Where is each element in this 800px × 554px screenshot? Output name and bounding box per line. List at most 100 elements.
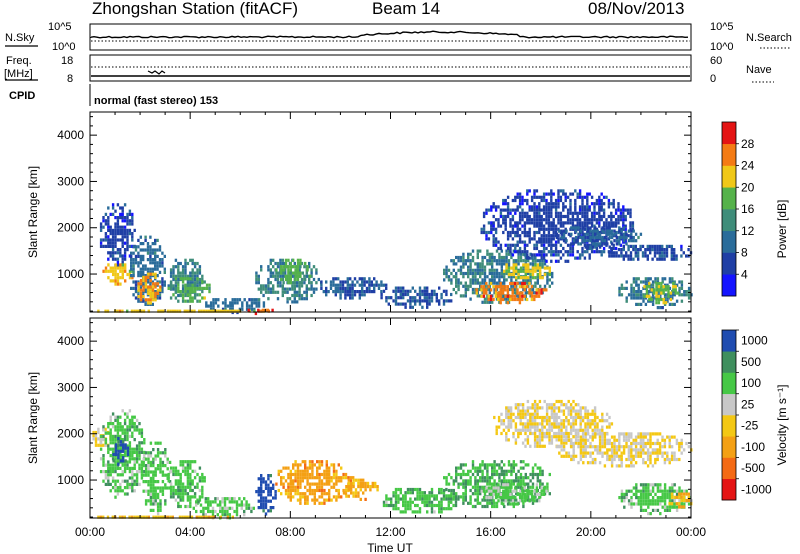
power-colorbar-tick-6: 28 [741,137,755,151]
noise-tick-bottom-left: 10^0 [52,41,76,53]
velocity-blob-5 [192,497,255,520]
velocity-colorbar-tick-6: 500 [741,355,761,369]
power-colorbar-seg-1 [722,252,736,275]
power-blob-16 [480,189,635,263]
freq-tick-top: 18 [61,55,73,67]
noise-tick-top-left: 10^5 [48,21,72,33]
power-colorbar-seg-2 [722,230,736,253]
velocity-y-label: Slant Range [km] [26,372,40,464]
power-colorbar-tick-1: 8 [741,246,748,260]
velocity-colorbar-seg-1 [722,457,736,480]
power-y-tick-3: 4000 [57,128,84,142]
nsearch-label: N.Search [746,32,792,44]
velocity-colorbar-seg-2 [722,436,736,458]
x-tick-3: 12:00 [375,525,405,539]
power-y-tick-1: 2000 [57,221,84,235]
power-blob-2 [130,235,166,306]
velocity-colorbar-seg-0 [722,478,736,501]
velocity-colorbar-seg-6 [722,351,736,373]
power-blob-12 [380,286,453,309]
power-blob-5 [167,277,211,303]
power-colorbar-tick-3: 16 [741,202,755,216]
velocity-colorbar: -1000 -500 -100 -25 25 100 500 1000 Velocity [m … [721,329,789,501]
velocity-y-tick-2: 3000 [57,380,84,394]
velocity-blob-16 [668,492,693,509]
velocity-colorbar-label: Velocity [m s⁻¹] [775,384,789,465]
x-tick-0: 00:00 [75,525,105,539]
power-blob-11 [320,277,388,300]
power-colorbar-seg-3 [722,209,736,232]
nave-tick-bottom: 0 [710,73,716,85]
power-blob-10 [275,258,312,285]
velocity-colorbar-seg-3 [722,415,736,437]
velocity-blob-6 [97,515,234,519]
power-blob-6 [205,298,266,315]
power-blob-15 [503,263,551,280]
power-colorbar-tick-4: 20 [741,180,755,194]
power-blob-1 [102,263,134,286]
power-colorbar-tick-0: 4 [741,267,748,281]
power-blob-18 [608,244,693,261]
velocity-y-tick-3: 4000 [57,334,84,348]
power-colorbar-seg-5 [722,165,736,188]
x-tick-5: 20:00 [576,525,606,539]
velocity-blob-3 [142,441,172,516]
power-blob-13 [443,249,554,304]
power-axes-box [89,111,692,313]
velocity-colorbar-seg-7 [722,330,736,352]
velocity-blob-12 [480,483,548,506]
velocity-colorbar-seg-4 [722,393,736,416]
beam-label: Beam 14 [372,0,440,18]
velocity-blob-13 [493,399,614,448]
cpid-label: CPID [9,90,35,102]
power-blob-14 [475,281,548,305]
velocity-panel: 1000 2000 3000 4000 00:00 04:00 08:00 12:00 16:0… [26,317,789,539]
noise-sky-line [90,30,689,39]
power-y-label: Slant Range [km] [26,166,40,258]
velocity-colorbar-tick-5: 100 [741,376,761,390]
velocity-colorbar-seg-5 [722,372,736,395]
power-colorbar-seg-6 [722,143,736,166]
noise-tick-bottom-right: 10^0 [710,41,734,53]
cpid-text: normal (fast stereo) 153 [94,95,218,107]
station-title: Zhongshan Station (fitACF) [92,0,298,18]
power-blob-3 [137,272,162,305]
velocity-blob-15 [618,483,693,516]
power-colorbar-seg-0 [722,274,736,297]
velocity-blob-14 [555,432,693,468]
power-colorbar-tick-5: 24 [741,159,755,173]
power-colorbar-seg-7 [722,122,736,145]
x-axis-label: Time UT [367,541,413,554]
freq-panel: Freq. [MHz] 18 8 60 0 Nave [4,54,774,85]
power-colorbar-label: Power [dB] [775,200,789,259]
x-tick-6: 00:00 [676,525,706,539]
nave-tick-top: 60 [710,55,722,67]
power-blob-20 [643,281,680,305]
date-label: 08/Nov/2013 [588,0,684,18]
freq-label: Freq. [6,55,32,67]
velocity-colorbar-tick-3: -25 [741,419,759,433]
nave-label: Nave [746,64,772,76]
velocity-colorbar-tick-4: 25 [741,397,755,411]
x-tick-1: 04:00 [175,525,205,539]
power-y-tick-0: 1000 [57,267,84,281]
velocity-blob-7 [255,474,277,516]
velocity-blob-1 [99,409,146,499]
velocity-blob-8 [275,460,355,505]
velocity-blob-2 [112,436,130,466]
velocity-blob-10 [382,487,460,514]
nsky-label: N.Sky [5,32,35,44]
freq-tick-bottom: 8 [67,73,73,85]
noise-panel: N.Sky 10^5 10^0 10^5 10^0 N.Search [5,21,792,53]
x-tick-2: 08:00 [275,525,305,539]
power-colorbar-seg-4 [722,187,736,210]
power-y-tick-2: 3000 [57,174,84,188]
power-blob-0 [99,203,136,268]
x-tick-4: 16:00 [476,525,506,539]
power-colorbar-tick-2: 12 [741,224,755,238]
velocity-cells [92,399,693,520]
velocity-blob-9 [342,478,379,501]
power-panel: 1000 2000 3000 4000 Slant Range [km] 4 8 12 16 20… [26,111,789,316]
velocity-blob-4 [167,460,206,509]
